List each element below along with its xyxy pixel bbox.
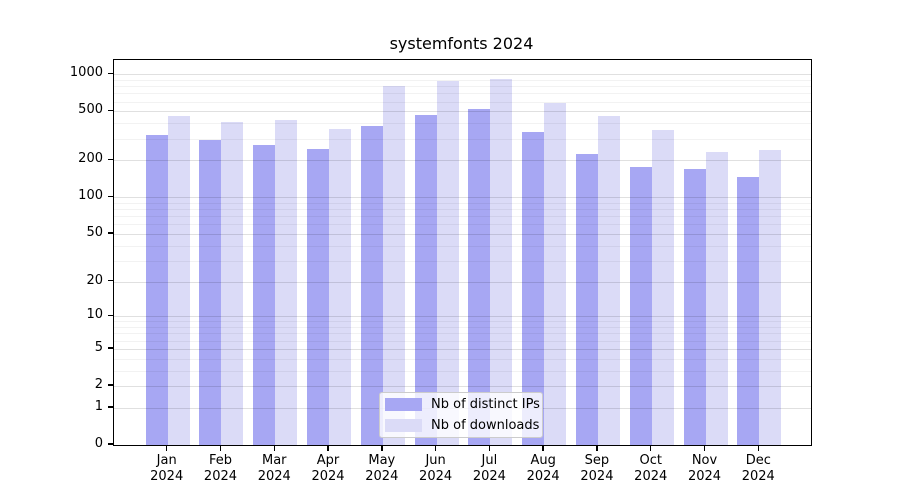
x-tick-mark — [381, 445, 383, 451]
x-tick-label-oct: Oct 2024 — [634, 453, 668, 484]
bar-downloads-sep — [597, 115, 620, 445]
y-tick-label: 50 — [86, 225, 103, 241]
chart-title: systemfonts 2024 — [389, 34, 534, 53]
x-tick-label-apr: Apr 2024 — [311, 453, 345, 484]
x-tick-label-jun: Jun 2024 — [419, 453, 453, 484]
legend: Nb of distinct IPs Nb of downloads — [379, 392, 543, 438]
bar-ips-dec — [737, 176, 760, 445]
x-tick-mark — [596, 445, 598, 451]
gridline-major — [114, 74, 811, 76]
gridline-minor — [114, 79, 811, 81]
legend-label-distinct-ips: Nb of distinct IPs — [431, 397, 540, 412]
bar-ips-aug — [522, 131, 545, 445]
legend-swatch-downloads — [385, 419, 422, 432]
y-tick-label: 10 — [86, 307, 103, 323]
legend-label-downloads: Nb of downloads — [431, 418, 540, 433]
y-tick-mark — [108, 384, 113, 386]
x-tick-mark — [434, 445, 437, 451]
bar-ips-nov — [683, 169, 706, 445]
bar-downloads-jan — [167, 115, 190, 445]
x-tick-label-nov: Nov 2024 — [687, 453, 722, 484]
y-tick-label: 2 — [94, 377, 103, 393]
y-tick-mark — [108, 347, 113, 349]
x-tick-label-aug: Aug 2024 — [526, 453, 560, 484]
y-tick-mark — [108, 314, 113, 317]
x-tick-label-feb: Feb 2024 — [203, 453, 238, 484]
bar-ips-mar — [253, 145, 276, 445]
bar-downloads-oct — [651, 130, 674, 445]
x-tick-mark — [488, 445, 491, 451]
bar-ips-jun — [414, 115, 437, 445]
plot-area — [113, 59, 812, 446]
y-tick-label: 1 — [94, 398, 103, 414]
legend-item-distinct-ips: Nb of distinct IPs — [385, 395, 542, 414]
gridline-minor — [114, 123, 811, 125]
gridline-major — [114, 111, 811, 113]
bar-downloads-dec — [759, 150, 782, 445]
bar-ips-oct — [629, 167, 652, 445]
y-tick-label: 200 — [78, 151, 103, 167]
bar-downloads-jun — [436, 81, 459, 445]
gridline-minor — [114, 86, 811, 88]
legend-swatch-distinct-ips — [385, 398, 422, 411]
y-tick-label: 5 — [94, 339, 103, 355]
y-tick-mark — [108, 109, 113, 112]
x-tick-label-jul: Jul 2024 — [472, 453, 506, 484]
bar-ips-may — [360, 125, 383, 445]
y-tick-mark — [108, 232, 113, 234]
bar-ips-feb — [199, 140, 222, 445]
bar-ips-sep — [575, 154, 598, 445]
y-tick-label: 20 — [86, 272, 103, 288]
bar-downloads-may — [382, 85, 405, 445]
y-tick-mark — [108, 195, 113, 198]
y-tick-label: 100 — [78, 188, 103, 204]
bar-downloads-apr — [329, 129, 352, 445]
x-tick-mark — [327, 445, 329, 451]
y-tick-label: 500 — [78, 102, 103, 118]
x-tick-label-jan: Jan 2024 — [150, 453, 184, 484]
legend-item-downloads: Nb of downloads — [385, 416, 542, 435]
y-tick-mark — [108, 158, 113, 161]
x-tick-label-may: May 2024 — [365, 453, 399, 484]
y-tick-mark — [108, 406, 113, 408]
bar-downloads-aug — [544, 102, 567, 445]
x-tick-label-dec: Dec 2024 — [741, 453, 775, 484]
y-tick-mark — [108, 72, 113, 75]
bar-downloads-mar — [275, 120, 298, 445]
bar-ips-apr — [307, 149, 330, 445]
x-tick-mark — [703, 445, 706, 451]
y-tick-label: 1000 — [69, 65, 103, 81]
x-tick-mark — [273, 445, 275, 451]
bar-downloads-nov — [705, 151, 728, 445]
x-tick-label-sep: Sep 2024 — [580, 453, 614, 484]
x-tick-mark — [542, 445, 544, 451]
bar-ips-jan — [145, 135, 168, 445]
x-tick-mark — [219, 445, 222, 451]
bar-downloads-jul — [490, 78, 513, 445]
x-tick-mark — [649, 445, 652, 451]
x-tick-mark — [757, 445, 760, 451]
bar-ips-jul — [468, 109, 491, 445]
gridline-minor — [114, 93, 811, 95]
y-tick-mark — [108, 443, 113, 445]
x-tick-label-mar: Mar 2024 — [257, 453, 291, 484]
y-tick-label: 0 — [94, 436, 103, 451]
gridline-minor — [114, 101, 811, 103]
y-tick-mark — [108, 279, 113, 282]
x-tick-mark — [165, 445, 168, 451]
bar-downloads-feb — [221, 121, 244, 445]
